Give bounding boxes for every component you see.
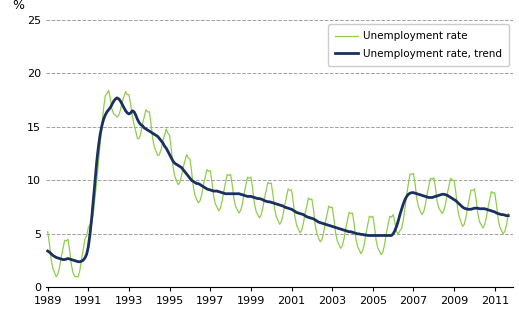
Unemployment rate, trend (158, 139, 165, 143)
Unemployment rate (53, 275, 59, 279)
Unemployment rate, trend (256, 197, 263, 200)
Unemployment rate, trend (301, 213, 307, 217)
Unemployment rate, trend (114, 96, 120, 100)
Unemployment rate (256, 216, 263, 220)
Unemployment rate (301, 221, 307, 225)
Unemployment rate, trend (45, 249, 51, 253)
Unemployment rate (105, 89, 112, 92)
Line: Unemployment rate, trend: Unemployment rate, trend (48, 98, 508, 262)
Unemployment rate (158, 148, 165, 151)
Y-axis label: %: % (12, 0, 24, 12)
Unemployment rate (239, 202, 245, 205)
Unemployment rate, trend (314, 219, 320, 223)
Line: Unemployment rate: Unemployment rate (48, 90, 508, 277)
Unemployment rate, trend (215, 190, 222, 193)
Legend: Unemployment rate, Unemployment rate, trend: Unemployment rate, Unemployment rate, tr… (327, 24, 509, 66)
Unemployment rate, trend (75, 260, 81, 264)
Unemployment rate (505, 212, 511, 215)
Unemployment rate (215, 209, 222, 213)
Unemployment rate, trend (505, 214, 511, 217)
Unemployment rate (45, 230, 51, 234)
Unemployment rate (314, 232, 320, 236)
Unemployment rate, trend (239, 193, 245, 197)
